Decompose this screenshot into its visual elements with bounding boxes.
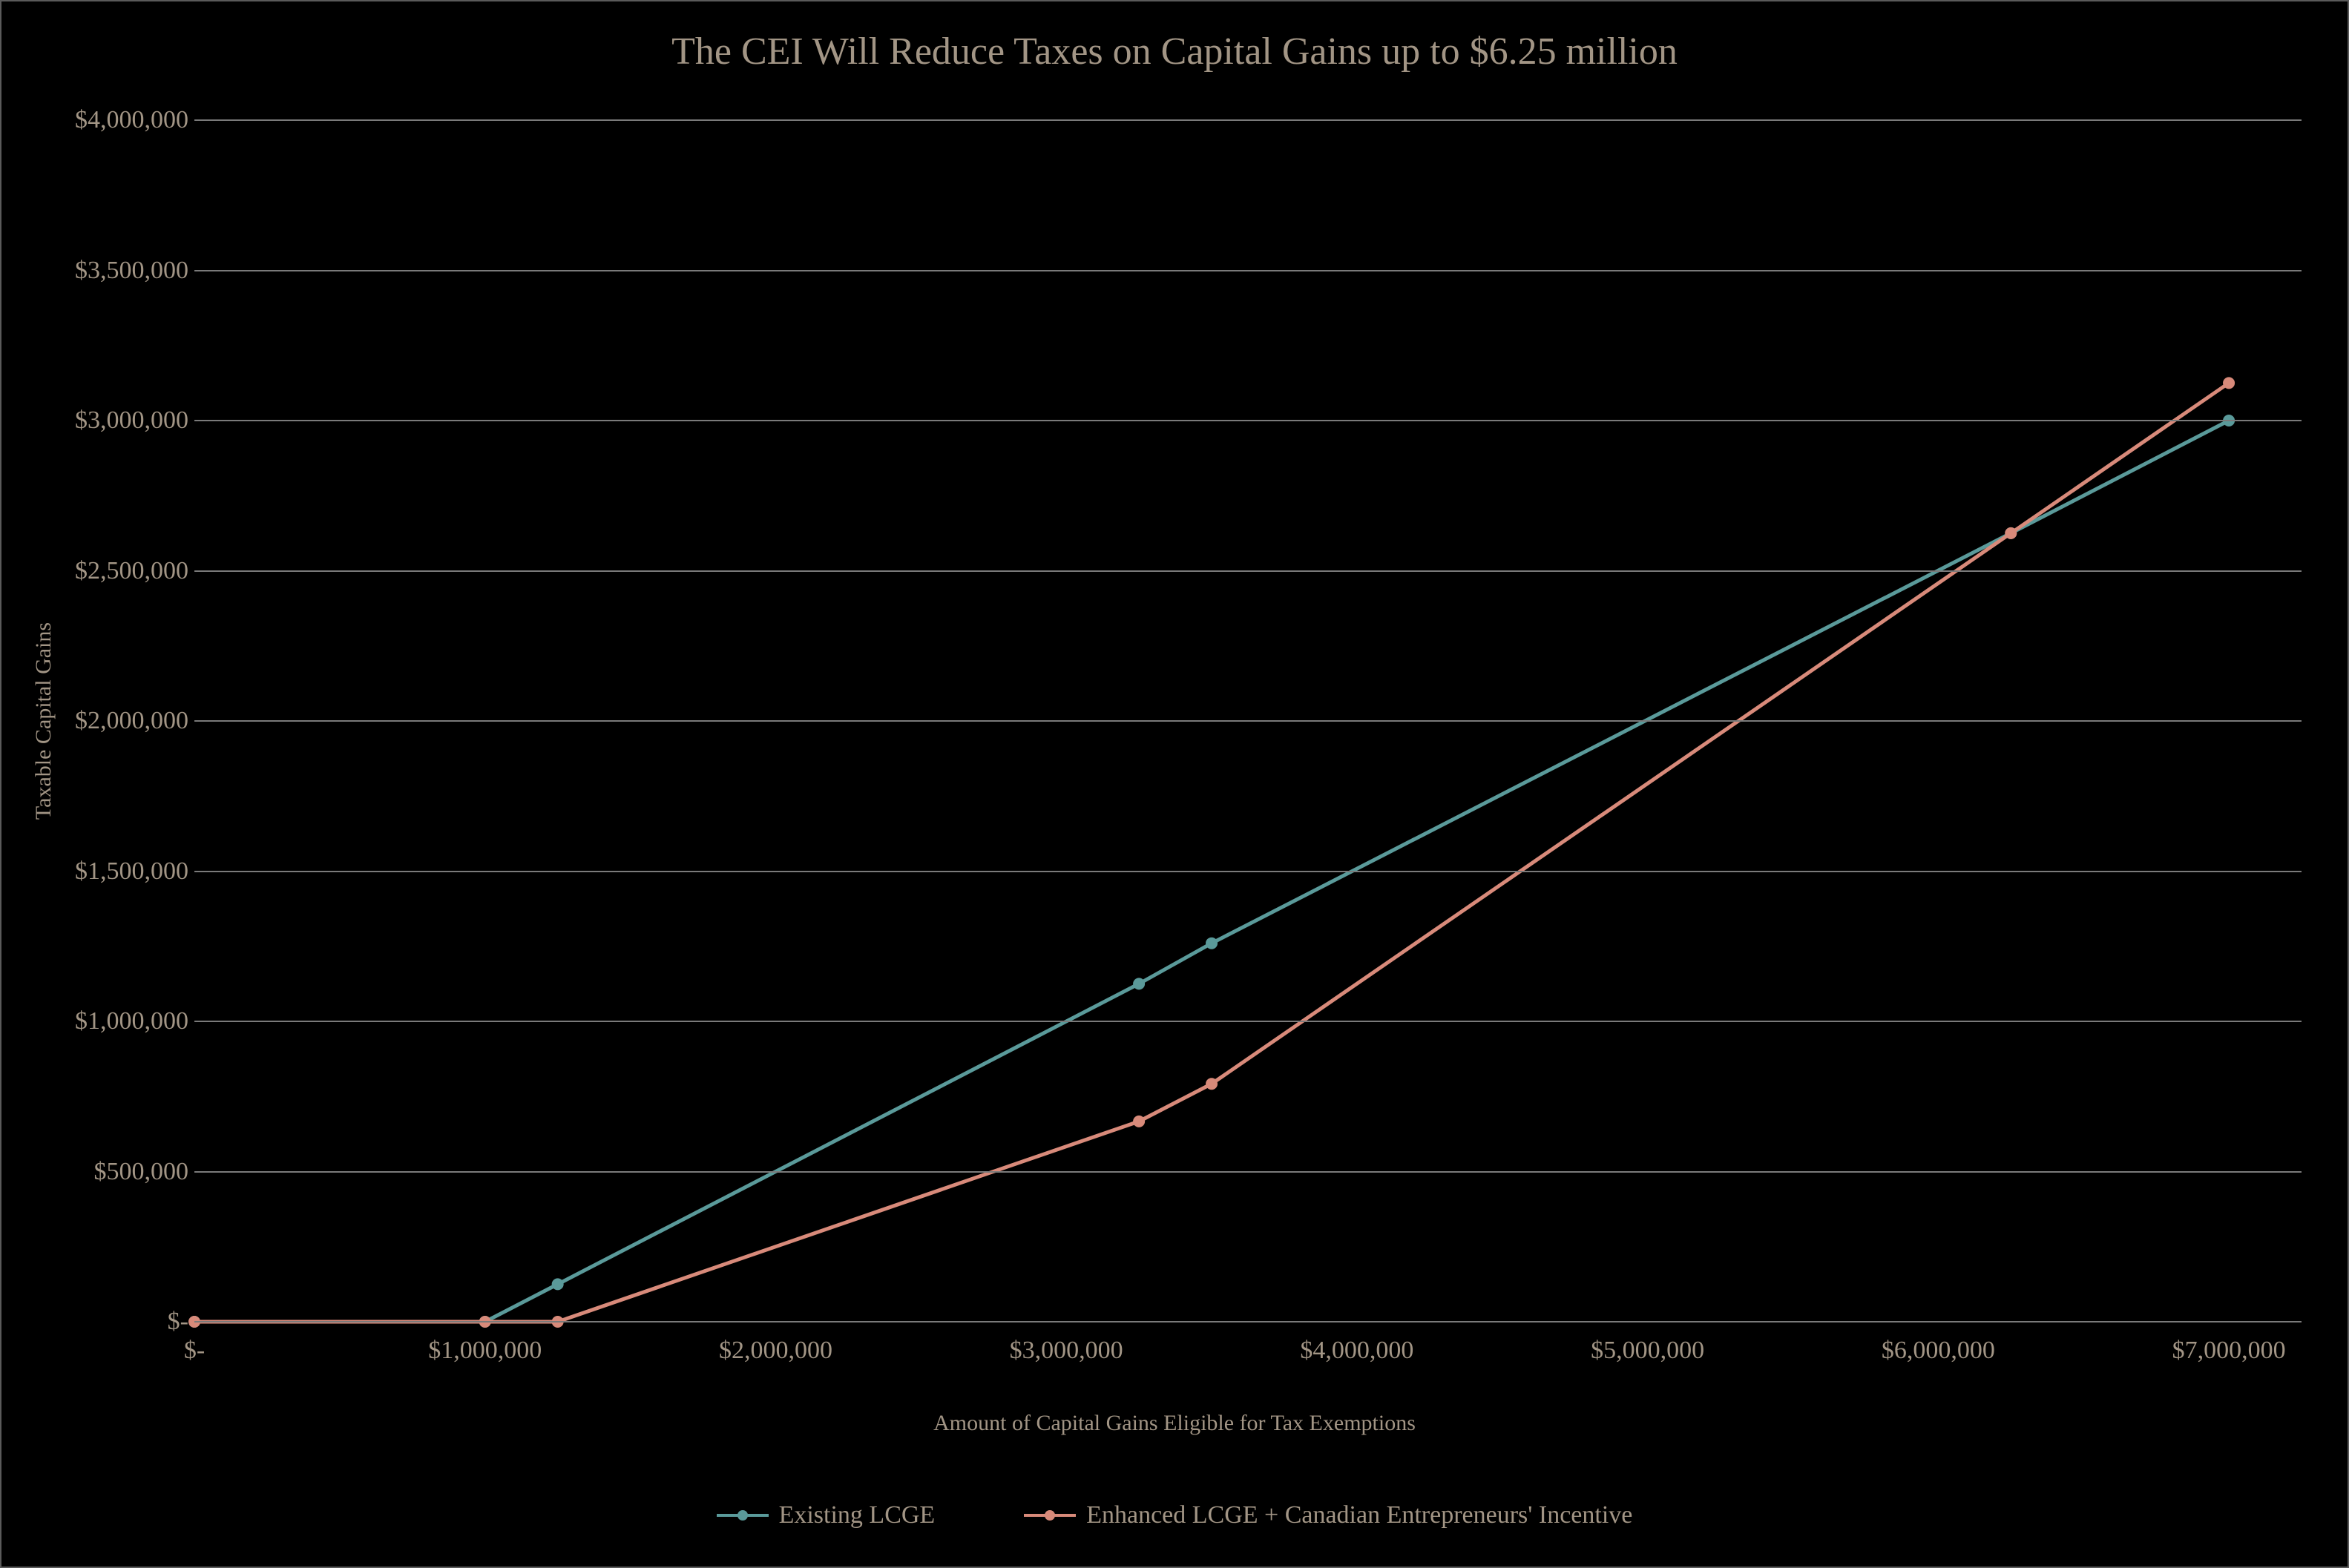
y-tick-label: $2,500,000 bbox=[75, 557, 188, 585]
legend-swatch-icon bbox=[717, 1514, 769, 1517]
y-axis-title: Taxable Capital Gains bbox=[31, 622, 56, 820]
x-axis-title: Amount of Capital Gains Eligible for Tax… bbox=[1, 1411, 2348, 1436]
series-marker bbox=[1133, 978, 1145, 989]
legend-swatch-icon bbox=[1024, 1514, 1076, 1517]
series-marker bbox=[1206, 938, 1218, 949]
legend-item-enhanced: Enhanced LCGE + Canadian Entrepreneurs' … bbox=[1024, 1501, 1632, 1529]
series-marker bbox=[1206, 1078, 1218, 1090]
gridline bbox=[194, 1171, 2302, 1173]
y-tick-label: $500,000 bbox=[94, 1158, 189, 1186]
gridline bbox=[194, 570, 2302, 572]
series-marker bbox=[2005, 527, 2017, 539]
x-tick-label: $6,000,000 bbox=[1882, 1337, 1995, 1365]
y-tick-label: $1,500,000 bbox=[75, 857, 188, 886]
legend-label: Existing LCGE bbox=[779, 1501, 936, 1529]
x-tick-label: $1,000,000 bbox=[428, 1337, 542, 1365]
y-tick-label: $3,000,000 bbox=[75, 406, 188, 435]
x-tick-label: $7,000,000 bbox=[2172, 1337, 2286, 1365]
chart-container: The CEI Will Reduce Taxes on Capital Gai… bbox=[1, 1, 2348, 1567]
gridline bbox=[194, 720, 2302, 722]
x-tick-label: $3,000,000 bbox=[1010, 1337, 1123, 1365]
x-tick-label: $- bbox=[184, 1337, 205, 1365]
gridline bbox=[194, 1321, 2302, 1322]
y-tick-label: $3,500,000 bbox=[75, 257, 188, 285]
y-tick-label: $- bbox=[168, 1308, 188, 1336]
gridline bbox=[194, 119, 2302, 121]
series-marker bbox=[552, 1278, 564, 1290]
plot-area bbox=[194, 120, 2302, 1322]
x-tick-label: $4,000,000 bbox=[1300, 1337, 1413, 1365]
gridline bbox=[194, 871, 2302, 872]
y-tick-label: $4,000,000 bbox=[75, 106, 188, 134]
chart-title: The CEI Will Reduce Taxes on Capital Gai… bbox=[1, 30, 2348, 73]
legend-item-existing: Existing LCGE bbox=[717, 1501, 936, 1529]
y-tick-label: $2,000,000 bbox=[75, 707, 188, 735]
y-tick-label: $1,000,000 bbox=[75, 1007, 188, 1035]
gridline bbox=[194, 1021, 2302, 1022]
gridline bbox=[194, 420, 2302, 421]
gridline bbox=[194, 270, 2302, 271]
x-tick-label: $2,000,000 bbox=[719, 1337, 832, 1365]
series-line bbox=[194, 383, 2229, 1322]
series-marker bbox=[1133, 1116, 1145, 1127]
legend-label: Enhanced LCGE + Canadian Entrepreneurs' … bbox=[1086, 1501, 1632, 1529]
x-tick-label: $5,000,000 bbox=[1591, 1337, 1704, 1365]
series-marker bbox=[2223, 377, 2235, 389]
legend: Existing LCGE Enhanced LCGE + Canadian E… bbox=[1, 1501, 2348, 1529]
